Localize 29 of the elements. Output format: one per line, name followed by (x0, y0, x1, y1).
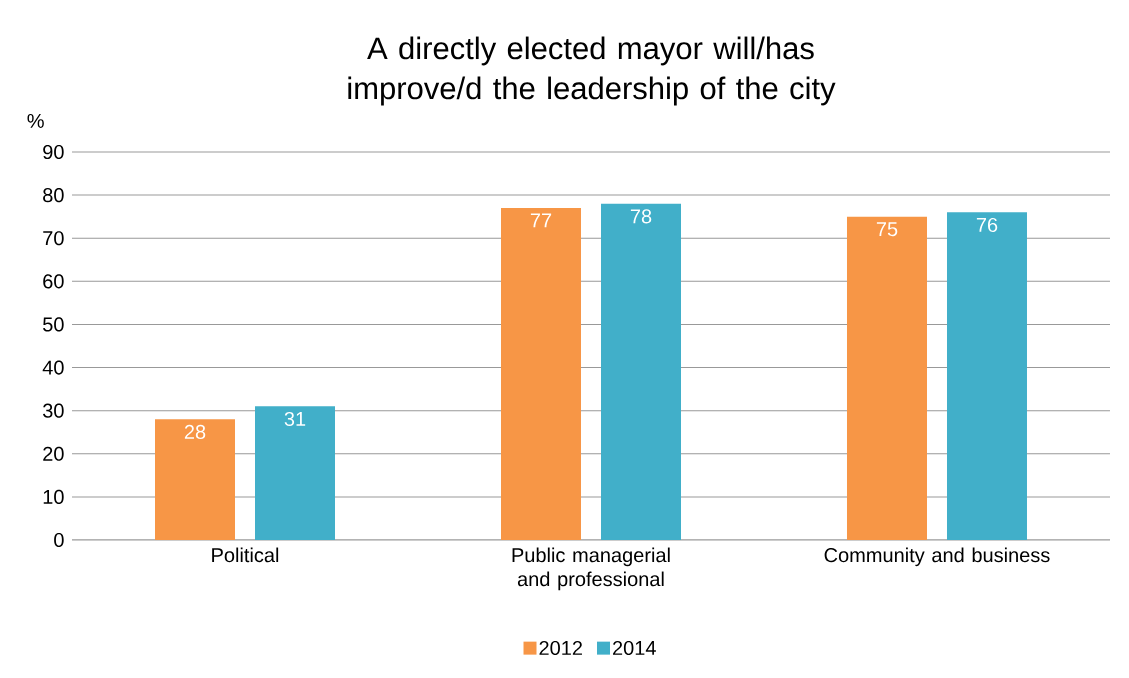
y-tick-label: 0 (54, 532, 64, 548)
bar (846, 216, 927, 540)
y-tick-label: 80 (43, 188, 64, 203)
data-label: 28 (184, 424, 206, 439)
y-tick-label: 20 (43, 446, 64, 461)
data-label: 78 (630, 209, 652, 224)
bar (255, 406, 335, 540)
legend-label: 2012 (539, 640, 582, 656)
data-label: 76 (976, 217, 998, 233)
bar (155, 419, 235, 540)
bar (601, 203, 681, 540)
data-label: 31 (284, 411, 306, 427)
x-tick-label: Political (212, 547, 279, 563)
y-tick-label: 30 (42, 403, 64, 418)
data-label: 77 (530, 213, 552, 228)
bar (946, 212, 1027, 540)
data-label: 75 (876, 222, 898, 237)
y-tick-label: 40 (42, 360, 64, 375)
legend-label: 2014 (613, 640, 656, 656)
y-tick-label: 50 (43, 317, 64, 332)
x-tick-label: Public managerial and professional (512, 547, 670, 591)
y-tick-label: 90 (43, 144, 64, 160)
y-tick-label: 10 (43, 489, 64, 504)
y-tick-label: 60 (43, 274, 64, 289)
x-tick-label: Community and business (824, 547, 1050, 567)
y-tick-label: 70 (43, 231, 64, 246)
bar (501, 208, 581, 540)
chart-title: A directly elected mayor will/has improve/d the leadership of the city (348, 36, 836, 106)
y-axis-title: % (27, 113, 44, 128)
